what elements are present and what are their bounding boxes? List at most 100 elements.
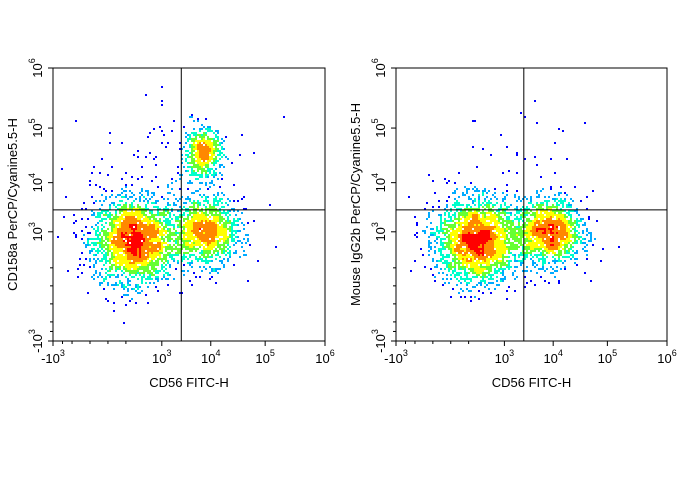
- event-dot: [191, 254, 193, 256]
- event-dot: [506, 224, 508, 226]
- event-dot: [512, 274, 514, 276]
- event-dot: [436, 266, 438, 268]
- event-dot: [472, 240, 474, 242]
- event-dot: [153, 226, 155, 228]
- event-dot: [167, 274, 169, 276]
- event-dot: [554, 244, 556, 246]
- event-dot: [430, 232, 432, 234]
- event-dot: [518, 196, 520, 198]
- event-dot: [197, 170, 199, 172]
- event-dot: [219, 268, 221, 270]
- event-dot: [169, 254, 171, 256]
- event-dot: [101, 252, 103, 254]
- event-dot: [546, 238, 548, 240]
- event-dot: [548, 232, 550, 234]
- event-dot: [536, 212, 538, 214]
- event-dot: [572, 200, 574, 202]
- event-dot: [484, 240, 486, 242]
- event-dot: [566, 232, 568, 234]
- event-dot: [199, 234, 201, 236]
- event-dot: [219, 186, 221, 188]
- event-dot: [476, 240, 478, 242]
- event-dot: [504, 198, 506, 200]
- y-tick-label: 105: [370, 118, 388, 137]
- event-dot: [478, 218, 480, 220]
- event-dot: [472, 222, 474, 224]
- event-dot: [414, 234, 416, 236]
- event-dot: [470, 216, 472, 218]
- event-dot: [163, 266, 165, 268]
- event-dot: [474, 268, 476, 270]
- event-dot: [548, 246, 550, 248]
- event-dot: [93, 274, 95, 276]
- event-dot: [474, 212, 476, 214]
- event-dot: [145, 230, 147, 232]
- event-dot: [558, 212, 560, 214]
- event-dot: [233, 240, 235, 242]
- event-dot: [189, 146, 191, 148]
- event-dot: [203, 256, 205, 258]
- event-dot: [155, 262, 157, 264]
- event-dot: [123, 266, 125, 268]
- event-dot: [193, 226, 195, 228]
- event-dot: [135, 246, 137, 248]
- event-dot: [576, 212, 578, 214]
- event-dot: [484, 232, 486, 234]
- event-dot: [592, 190, 594, 192]
- event-dot: [203, 140, 205, 142]
- event-dot: [474, 216, 476, 218]
- event-dot: [558, 254, 560, 256]
- event-dot: [207, 260, 209, 262]
- event-dot: [169, 220, 171, 222]
- x-tick-base: 10: [543, 351, 557, 366]
- event-dot: [500, 260, 502, 262]
- event-dot: [213, 236, 215, 238]
- event-dot: [530, 200, 532, 202]
- event-dot: [496, 266, 498, 268]
- event-dot: [223, 154, 225, 156]
- event-dot: [171, 218, 173, 220]
- event-dot: [153, 246, 155, 248]
- y-tick-label: 104: [370, 173, 388, 192]
- event-dot: [215, 224, 217, 226]
- event-dot: [177, 232, 179, 234]
- event-dot: [536, 232, 538, 234]
- event-dot: [484, 248, 486, 250]
- event-dot: [165, 226, 167, 228]
- x-tick-base: -10: [41, 351, 60, 366]
- event-dot: [97, 248, 99, 250]
- event-dot: [494, 224, 496, 226]
- event-dot: [207, 254, 209, 256]
- event-dot: [143, 266, 145, 268]
- event-dot: [153, 214, 155, 216]
- y-tick-exp: 4: [27, 173, 37, 178]
- event-dot: [468, 214, 470, 216]
- event-dot: [464, 210, 466, 212]
- event-dot: [119, 234, 121, 236]
- event-dot: [189, 264, 191, 266]
- event-dot: [163, 198, 165, 200]
- event-dot: [442, 258, 444, 260]
- event-dot: [470, 228, 472, 230]
- event-dot: [125, 232, 127, 234]
- event-dot: [476, 210, 478, 212]
- event-dot: [145, 208, 147, 210]
- event-dot: [139, 234, 141, 236]
- event-dot: [524, 276, 526, 278]
- event-dot: [488, 190, 490, 192]
- event-dot: [113, 264, 115, 266]
- event-dot: [109, 224, 111, 226]
- event-dot: [474, 224, 476, 226]
- event-dot: [129, 230, 131, 232]
- event-dot: [75, 120, 77, 122]
- event-dot: [480, 256, 482, 258]
- event-dot: [227, 222, 229, 224]
- event-dot: [450, 210, 452, 212]
- event-dot: [121, 296, 123, 298]
- event-dot: [452, 214, 454, 216]
- event-dot: [159, 270, 161, 272]
- event-dot: [564, 250, 566, 252]
- event-dot: [454, 258, 456, 260]
- event-dot: [81, 218, 83, 220]
- event-dot: [115, 266, 117, 268]
